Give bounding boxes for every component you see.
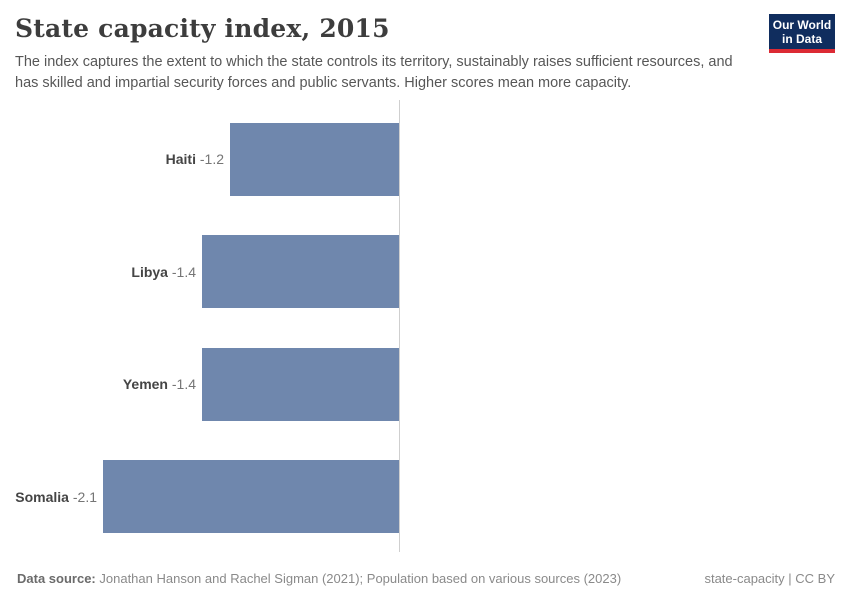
bar-label: Libya -1.4	[131, 264, 196, 280]
value-label: -1.4	[171, 376, 196, 393]
bar-somalia[interactable]	[103, 460, 399, 534]
chart-header: State capacity index, 2015 The index cap…	[15, 14, 835, 94]
bar-row-haiti: Haiti -1.2	[0, 103, 399, 216]
bar-libya[interactable]	[202, 235, 399, 309]
chart-title: State capacity index, 2015	[15, 14, 390, 43]
bar-row-yemen: Yemen -1.4	[0, 328, 399, 441]
chart-footer: Data source: Jonathan Hanson and Rachel …	[17, 571, 835, 586]
bar-label: Yemen -1.4	[123, 376, 196, 392]
y-axis-line	[399, 100, 400, 552]
data-source-label: Data source:	[17, 571, 96, 586]
bar-row-libya: Libya -1.4	[0, 216, 399, 329]
value-label: -1.4	[171, 263, 196, 280]
bar-row-somalia: Somalia -2.1	[0, 441, 399, 554]
license-note[interactable]: state-capacity | CC BY	[704, 571, 835, 586]
owid-logo[interactable]: Our World in Data	[769, 14, 835, 54]
bar-label: Somalia -2.1	[15, 489, 97, 505]
country-label: Libya	[131, 263, 168, 280]
owid-logo-line1: Our World	[772, 18, 832, 32]
data-source: Data source: Jonathan Hanson and Rachel …	[17, 571, 621, 586]
chart-area: Haiti -1.2 Libya -1.4 Yemen -1.4	[0, 100, 850, 555]
value-label: -2.1	[72, 488, 97, 505]
owid-logo-line2: in Data	[781, 32, 822, 47]
bar-yemen[interactable]	[202, 347, 399, 421]
country-label: Yemen	[122, 376, 168, 393]
bar-label: Haiti -1.2	[166, 151, 224, 167]
value-label: -1.2	[199, 151, 224, 168]
bar-haiti[interactable]	[230, 122, 399, 196]
bar-rows: Haiti -1.2 Libya -1.4 Yemen -1.4	[0, 103, 399, 553]
country-label: Haiti	[165, 151, 196, 168]
country-label: Somalia	[15, 488, 69, 505]
data-source-text: Jonathan Hanson and Rachel Sigman (2021)…	[99, 571, 622, 586]
chart-subtitle: The index captures the extent to which t…	[15, 54, 733, 92]
